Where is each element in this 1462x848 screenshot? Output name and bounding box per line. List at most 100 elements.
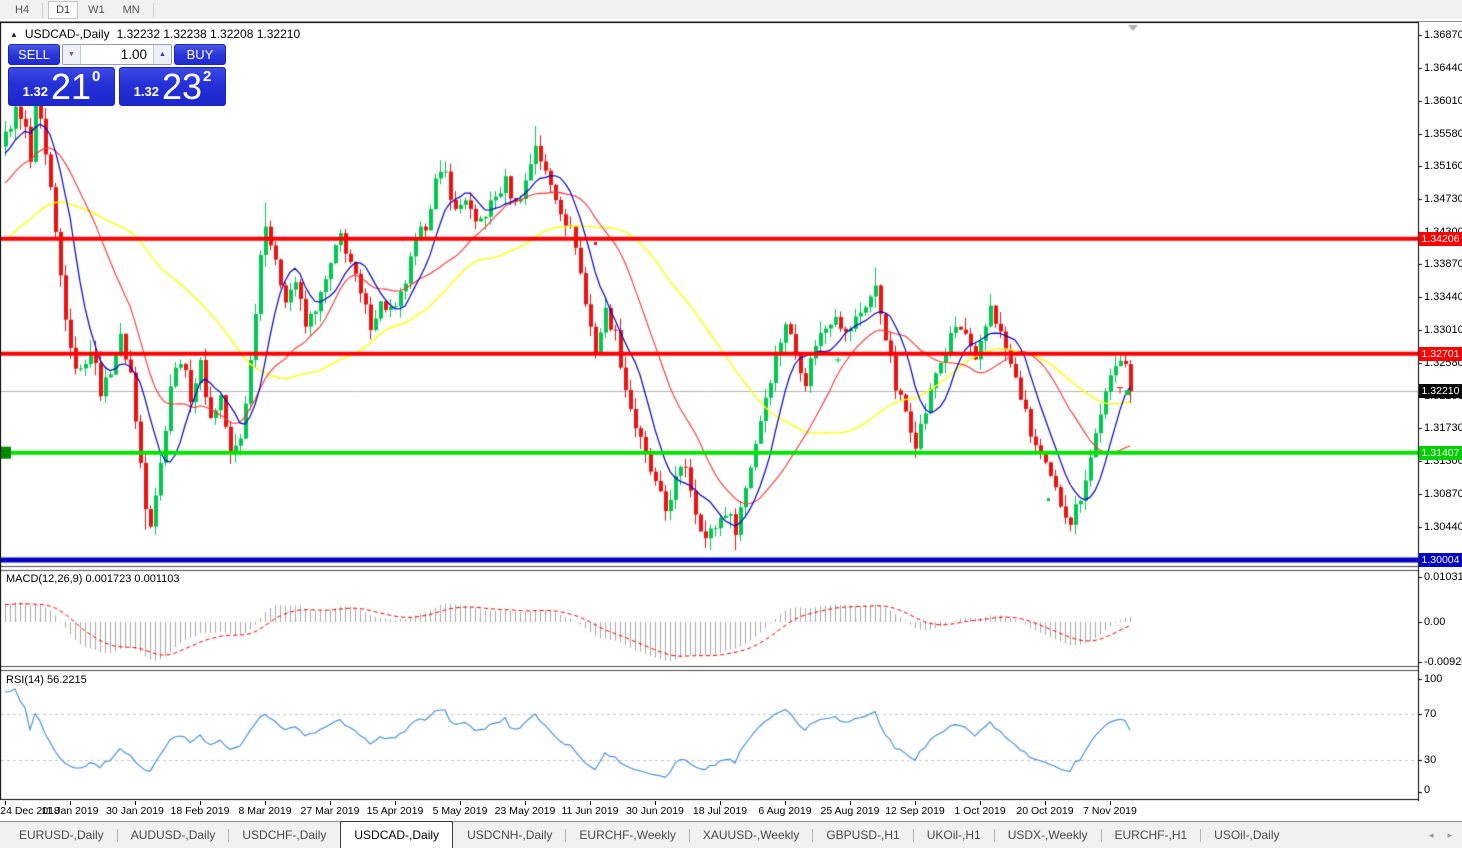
time-axis-tick (1045, 801, 1046, 805)
price-badge: 1.30004 (1419, 553, 1462, 567)
price-axis-label: 1.34730 (1424, 192, 1462, 205)
buy-price-big: 23 (161, 66, 202, 107)
chart-tab-audusd[interactable]: AUDUSD-,Daily (130, 828, 216, 842)
toolbar-separator (152, 2, 154, 17)
timeframe-button-mn[interactable]: MN (122, 3, 140, 16)
date-label: 27 Mar 2019 (300, 805, 360, 817)
chart-ohlc-values: 1.32232 1.32238 1.32208 1.32210 (116, 27, 301, 41)
tab-separator (116, 828, 118, 842)
chart-symbol-label: USDCAD-,Daily (24, 27, 110, 41)
time-axis-tick (70, 801, 71, 805)
date-label: 18 Feb 2019 (170, 805, 230, 817)
one-click-trading-panel: SELL ▼ 1.00 ▲ BUY 1.32 21 0 1.32 23 2 (8, 44, 226, 106)
time-axis-tick (5, 801, 6, 805)
time-axis-tick (785, 801, 786, 805)
time-axis-tick (850, 801, 851, 805)
chart-tab-gbpusd[interactable]: GBPUSD-,H1 (826, 828, 900, 842)
chart-tab-usdchf[interactable]: USDCHF-,Daily (242, 828, 327, 842)
chart-tab-eurchf[interactable]: EURCHF-,Weekly (579, 828, 676, 842)
date-label: 7 Nov 2019 (1083, 805, 1137, 817)
chart-tab-ukoil[interactable]: UKOil-,H1 (926, 828, 981, 842)
tab-separator (812, 828, 814, 842)
sell-price-prefix: 1.32 (22, 84, 48, 99)
chart-tab-usdcad[interactable]: USDCAD-,Daily (340, 821, 454, 848)
price-badge: 1.34206 (1419, 231, 1462, 246)
rsi-axis-label: 30 (1424, 754, 1437, 767)
chart-tab-eurusd[interactable]: EURUSD-,Daily (19, 828, 104, 842)
price-badge: 1.32210 (1419, 384, 1462, 399)
price-badge: 1.32701 (1419, 346, 1462, 361)
price-chart-canvas[interactable] (0, 22, 1462, 801)
rsi-indicator-label: RSI(14) 56.2215 (6, 674, 87, 686)
time-axis-tick (915, 801, 916, 805)
price-axis-label: 1.30870 (1424, 487, 1462, 500)
macd-axis-label: 0.010311 (1424, 570, 1462, 583)
tab-scroll-arrows: ◂ ▸ (1429, 822, 1452, 848)
tab-separator (993, 828, 995, 842)
sell-button[interactable]: SELL (8, 44, 60, 65)
tab-separator (912, 828, 914, 842)
buy-price-pip: 2 (203, 68, 212, 85)
date-label: 23 May 2019 (494, 805, 556, 817)
price-axis-label: 1.33010 (1424, 324, 1462, 337)
chart-tab-usoil[interactable]: USOil-,Daily (1214, 828, 1280, 842)
sell-price-box[interactable]: 1.32 21 0 (8, 67, 115, 106)
time-axis-tick (395, 801, 396, 805)
chart-window: ▲ USDCAD-,Daily 1.32232 1.32238 1.32208 … (0, 22, 1462, 801)
date-label: 20 Oct 2019 (1016, 805, 1074, 817)
timeframe-button-h4[interactable]: H4 (15, 3, 30, 16)
volume-decrease-icon[interactable]: ▼ (63, 45, 81, 64)
time-axis-tick (525, 801, 526, 805)
buy-button[interactable]: BUY (174, 44, 226, 65)
tab-separator (1100, 828, 1102, 842)
sell-price-big: 21 (50, 66, 91, 107)
chart-tab-usdcnh[interactable]: USDCNH-,Daily (467, 828, 553, 842)
time-axis-tick (330, 801, 331, 805)
date-label: 8 Mar 2019 (238, 805, 292, 817)
tab-separator (1200, 828, 1202, 842)
price-axis-label: 1.33440 (1424, 291, 1462, 304)
price-axis-label: 1.30440 (1424, 520, 1462, 533)
chart-tab-xauusd[interactable]: XAUUSD-,Weekly (702, 828, 800, 842)
time-axis-tick (1110, 801, 1111, 805)
tab-separator (688, 828, 690, 842)
tab-scroll-left-icon[interactable]: ◂ (1428, 829, 1434, 840)
time-axis-tick (200, 801, 201, 805)
time-axis-tick (655, 801, 656, 805)
macd-axis-label: 0.00 (1424, 616, 1446, 628)
sell-price-pip: 0 (92, 68, 101, 85)
tab-scroll-right-icon[interactable]: ▸ (1447, 829, 1452, 840)
timeframe-button-w1[interactable]: W1 (88, 3, 105, 16)
timeframe-button-d1[interactable]: D1 (48, 0, 79, 19)
price-axis-label: 1.36010 (1424, 94, 1462, 107)
toolbar-separator (42, 2, 44, 17)
date-label: 15 Apr 2019 (366, 805, 424, 817)
price-axis-label: 1.33870 (1424, 258, 1462, 271)
collapse-triangle-icon[interactable]: ▲ (10, 29, 18, 39)
macd-axis-label: -0.009203 (1424, 656, 1462, 669)
date-label: 6 Aug 2019 (758, 805, 812, 817)
price-axis-label: 1.31730 (1424, 422, 1462, 435)
chart-tab-eurchf[interactable]: EURCHF-,H1 (1114, 828, 1188, 842)
chart-tabs-bar: EURUSD-,Daily AUDUSD-,Daily USDCHF-,Daily U… (0, 821, 1462, 848)
date-label: 11 Jun 2019 (561, 805, 619, 817)
time-axis-tick (460, 801, 461, 805)
chart-title: ▲ USDCAD-,Daily 1.32232 1.32238 1.32208 … (10, 27, 300, 41)
price-badge: 1.31407 (1419, 445, 1462, 460)
date-label: 18 Jul 2019 (692, 805, 748, 817)
timeframe-toolbar: H4 D1 W1 MN (0, 0, 1462, 22)
chart-tab-usdx[interactable]: USDX-,Weekly (1007, 828, 1088, 842)
price-axis-label: 1.36870 (1424, 29, 1462, 41)
volume-value[interactable]: 1.00 (120, 47, 147, 62)
tab-separator (565, 828, 567, 842)
price-axis-label: 1.36440 (1424, 61, 1462, 74)
date-label: 25 Aug 2019 (820, 805, 880, 817)
buy-price-prefix: 1.32 (133, 84, 159, 99)
date-label: 30 Jan 2019 (106, 805, 164, 817)
buy-price-box[interactable]: 1.32 23 2 (119, 67, 226, 106)
date-label: 24 Dec 2018 (0, 805, 60, 817)
volume-increase-icon[interactable]: ▲ (153, 45, 171, 64)
price-axis-label: 1.35580 (1424, 127, 1462, 140)
time-axis-tick (135, 801, 136, 805)
